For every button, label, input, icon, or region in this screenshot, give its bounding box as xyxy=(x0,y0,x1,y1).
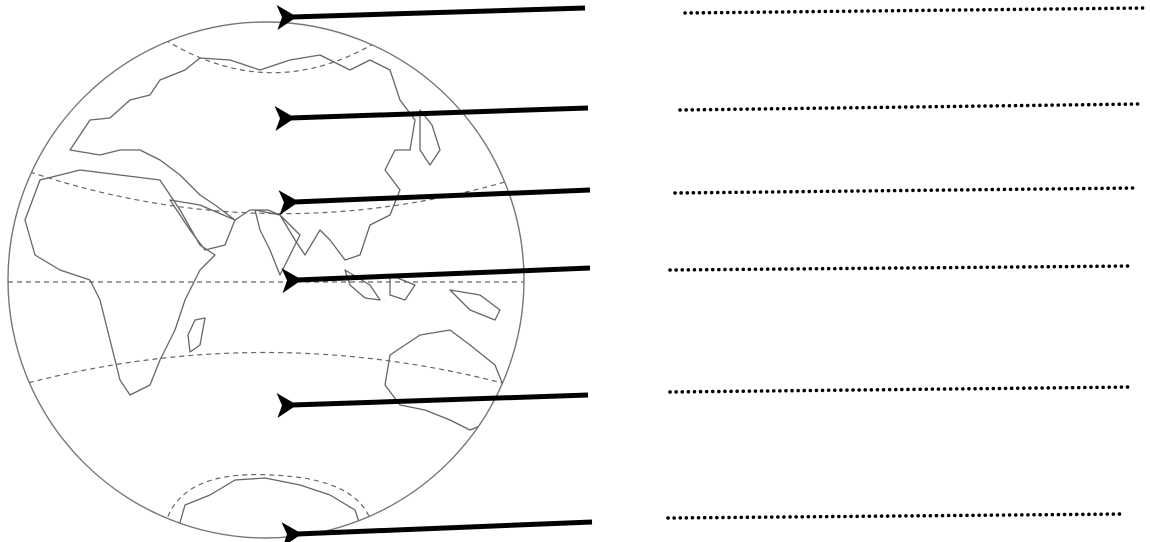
arabia xyxy=(169,199,236,251)
arrow xyxy=(276,392,589,418)
answer-line xyxy=(668,264,1134,272)
answer-line xyxy=(683,6,1147,15)
arrow xyxy=(281,265,591,294)
india xyxy=(254,209,301,276)
africa xyxy=(24,169,216,396)
answer-lines xyxy=(666,6,1147,520)
answer-line xyxy=(668,385,1135,394)
tropic-of-capricorn xyxy=(19,351,511,386)
globe-outline xyxy=(7,21,525,539)
arrow xyxy=(278,187,591,216)
arrows xyxy=(274,4,593,542)
arrow xyxy=(276,4,586,30)
globe xyxy=(7,21,525,539)
answer-line xyxy=(673,186,1137,195)
madagascar xyxy=(187,317,206,353)
answer-line xyxy=(678,102,1142,112)
antarctic-circle xyxy=(164,473,373,526)
europe-asia xyxy=(69,54,416,261)
japan xyxy=(419,109,441,166)
arrow xyxy=(274,105,589,131)
indonesia xyxy=(344,269,501,321)
arrow xyxy=(281,519,593,542)
answer-line xyxy=(666,512,1127,520)
